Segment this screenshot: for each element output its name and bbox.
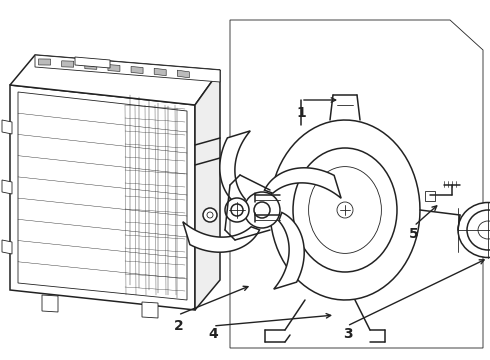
Polygon shape <box>265 168 341 198</box>
Polygon shape <box>62 61 74 67</box>
Polygon shape <box>42 295 58 312</box>
Polygon shape <box>75 57 110 68</box>
Polygon shape <box>220 131 250 207</box>
Polygon shape <box>177 70 189 78</box>
Polygon shape <box>142 302 158 318</box>
Polygon shape <box>183 222 260 252</box>
Polygon shape <box>39 59 50 65</box>
Polygon shape <box>131 67 143 73</box>
Text: 4: 4 <box>208 327 218 341</box>
Polygon shape <box>85 63 97 69</box>
Polygon shape <box>274 212 304 289</box>
Text: 2: 2 <box>174 319 184 333</box>
Circle shape <box>207 212 213 218</box>
Polygon shape <box>2 180 12 194</box>
Polygon shape <box>154 68 166 76</box>
Circle shape <box>244 192 280 228</box>
Ellipse shape <box>458 202 490 257</box>
Text: 1: 1 <box>296 107 306 120</box>
Ellipse shape <box>467 210 490 250</box>
Polygon shape <box>10 55 220 105</box>
Polygon shape <box>10 85 195 310</box>
Circle shape <box>231 204 243 216</box>
Polygon shape <box>2 240 12 254</box>
Circle shape <box>337 202 353 218</box>
Polygon shape <box>270 120 420 300</box>
Polygon shape <box>35 55 220 82</box>
Polygon shape <box>2 120 12 134</box>
Circle shape <box>254 202 270 218</box>
Ellipse shape <box>293 148 397 272</box>
Polygon shape <box>108 64 120 71</box>
Circle shape <box>203 208 217 222</box>
Circle shape <box>225 198 249 222</box>
Text: 5: 5 <box>409 227 419 241</box>
Polygon shape <box>195 70 220 310</box>
Text: 3: 3 <box>343 327 353 341</box>
Polygon shape <box>425 191 435 201</box>
